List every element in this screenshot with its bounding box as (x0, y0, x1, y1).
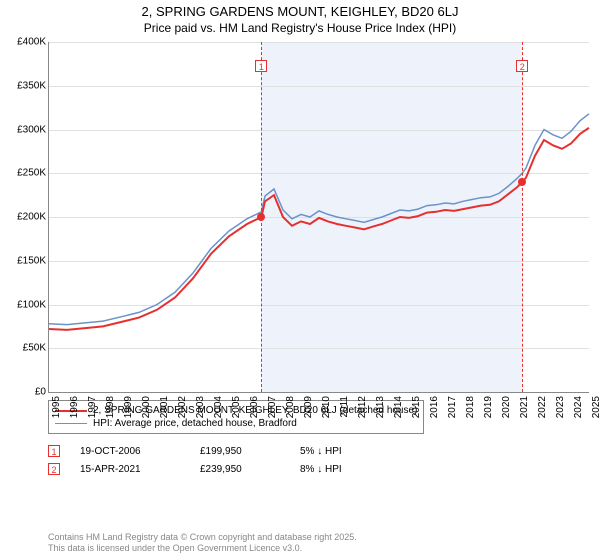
x-tick-label: 2019 (483, 396, 494, 418)
chart-svg (49, 42, 589, 392)
x-tick-label: 1998 (105, 396, 116, 418)
footer-attribution: Contains HM Land Registry data © Crown c… (48, 532, 590, 554)
plot-area: 12 (48, 42, 589, 393)
event-price: £239,950 (200, 464, 280, 475)
x-tick-label: 2007 (267, 396, 278, 418)
footer-line2: This data is licensed under the Open Gov… (48, 543, 590, 554)
x-tick-label: 2005 (231, 396, 242, 418)
x-tick-label: 2023 (555, 396, 566, 418)
event-marker-2: 2 (48, 463, 60, 475)
x-tick-label: 2012 (357, 396, 368, 418)
x-tick-label: 2006 (249, 396, 260, 418)
x-tick-label: 2002 (177, 396, 188, 418)
chart-marker-dot-1 (257, 213, 265, 221)
chart-title: 2, SPRING GARDENS MOUNT, KEIGHLEY, BD20 … (0, 0, 600, 21)
series-line-hpi (49, 114, 589, 325)
x-tick-label: 2018 (465, 396, 476, 418)
x-tick-label: 2010 (321, 396, 332, 418)
chart-marker-dot-2 (518, 178, 526, 186)
x-tick-label: 2022 (537, 396, 548, 418)
footer-line1: Contains HM Land Registry data © Crown c… (48, 532, 590, 543)
legend-swatch-hpi (55, 423, 87, 424)
y-tick-label: £50K (23, 343, 46, 354)
x-tick-label: 1996 (69, 396, 80, 418)
event-marker-1: 1 (48, 445, 60, 457)
x-tick-label: 2015 (411, 396, 422, 418)
y-tick-label: £150K (17, 255, 46, 266)
y-tick-label: £300K (17, 124, 46, 135)
legend-item-hpi: HPI: Average price, detached house, Brad… (55, 417, 417, 430)
chart-container: 2, SPRING GARDENS MOUNT, KEIGHLEY, BD20 … (0, 0, 600, 560)
chart-marker-box-1: 1 (255, 60, 267, 72)
x-tick-label: 2020 (501, 396, 512, 418)
y-tick-label: £0 (35, 387, 46, 398)
event-date: 15-APR-2021 (80, 464, 180, 475)
y-tick-label: £100K (17, 299, 46, 310)
event-row: 2 15-APR-2021 £239,950 8% ↓ HPI (48, 460, 590, 478)
legend-label-hpi: HPI: Average price, detached house, Brad… (93, 418, 297, 429)
event-price: £199,950 (200, 446, 280, 457)
x-tick-label: 2017 (447, 396, 458, 418)
x-tick-label: 2001 (159, 396, 170, 418)
y-tick-label: £400K (17, 37, 46, 48)
x-tick-label: 2008 (285, 396, 296, 418)
x-tick-label: 2000 (141, 396, 152, 418)
y-tick-label: £200K (17, 212, 46, 223)
chart-subtitle: Price paid vs. HM Land Registry's House … (0, 21, 600, 35)
event-list: 1 19-OCT-2006 £199,950 5% ↓ HPI 2 15-APR… (48, 442, 590, 478)
event-date: 19-OCT-2006 (80, 446, 180, 457)
x-tick-label: 2021 (519, 396, 530, 418)
series-line-price-paid (49, 128, 589, 330)
x-tick-label: 2014 (393, 396, 404, 418)
x-tick-label: 2009 (303, 396, 314, 418)
x-tick-label: 2011 (339, 396, 350, 418)
x-tick-label: 2004 (213, 396, 224, 418)
event-diff: 8% ↓ HPI (300, 464, 342, 475)
x-tick-label: 2016 (429, 396, 440, 418)
x-tick-label: 2025 (591, 396, 600, 418)
event-row: 1 19-OCT-2006 £199,950 5% ↓ HPI (48, 442, 590, 460)
x-tick-label: 1995 (51, 396, 62, 418)
x-tick-label: 2024 (573, 396, 584, 418)
event-diff: 5% ↓ HPI (300, 446, 342, 457)
x-tick-label: 1999 (123, 396, 134, 418)
x-tick-label: 2013 (375, 396, 386, 418)
x-tick-label: 2003 (195, 396, 206, 418)
chart-marker-box-2: 2 (516, 60, 528, 72)
y-tick-label: £250K (17, 168, 46, 179)
x-tick-label: 1997 (87, 396, 98, 418)
y-tick-label: £350K (17, 80, 46, 91)
